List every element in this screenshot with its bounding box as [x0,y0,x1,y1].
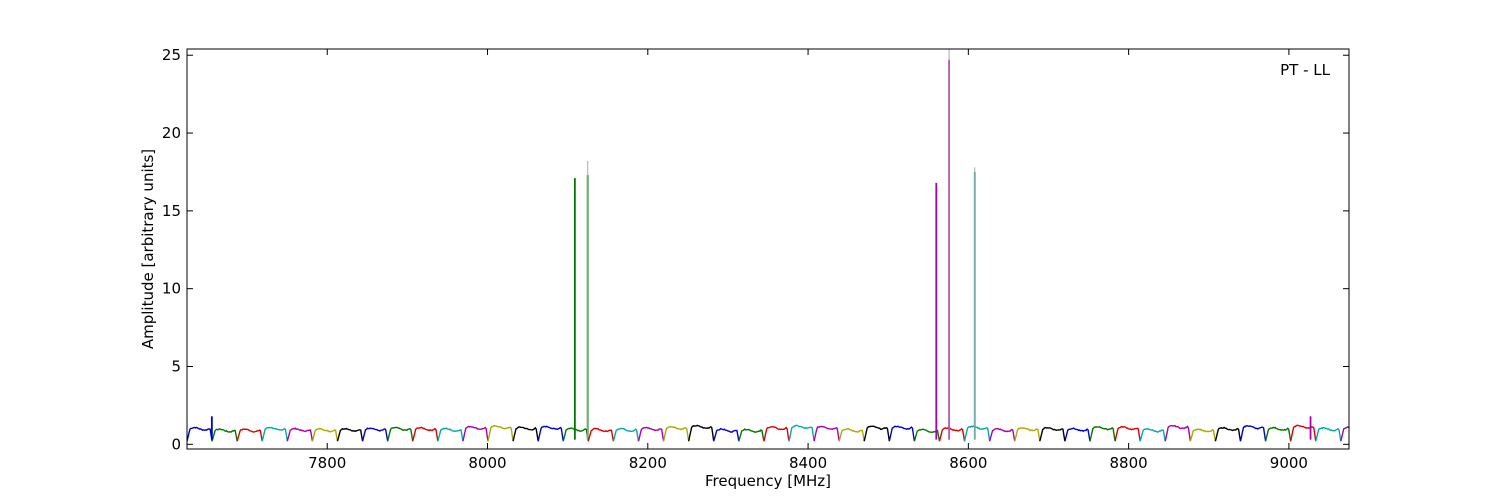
x-tick-label: 7800 [308,454,346,472]
x-tick-label: 8000 [468,454,506,472]
series-line [487,424,514,442]
series-line [938,426,966,442]
series-line [437,427,464,442]
x-tick-label: 8800 [1110,454,1148,472]
y-tick-label: 20 [162,124,181,142]
series-line [311,427,339,442]
x-tick-label: 8600 [949,454,987,472]
x-axis: 7800 8000 8200 8400 8600 8800 9000 [308,49,1308,472]
y-tick-label: 10 [162,280,181,298]
y-tick-label: 15 [162,202,181,220]
plot-background [187,49,1349,449]
series-line [738,428,765,442]
series-line [1290,424,1317,442]
x-tick-label: 8200 [629,454,667,472]
spike-layer [210,49,1312,440]
series-line [1189,428,1217,442]
series-line [512,426,539,442]
series-line [1340,426,1349,442]
series-line [788,424,815,442]
series-line [537,425,564,442]
plot-frame [186,48,1350,450]
series-line [688,424,715,442]
series-line [713,427,740,442]
series-line [863,425,890,442]
y-tick-label: 25 [162,46,181,64]
series-line [562,427,589,442]
series-line [913,428,941,442]
series-line [1064,427,1091,442]
series-line [1114,425,1141,442]
series-line [187,426,213,442]
series-line [1264,426,1292,442]
series-line [587,427,615,442]
y-axis-label: Amplitude [arbitrary units] [139,149,157,349]
series-layer [187,424,1349,442]
series-line [286,427,314,442]
y-tick-label: 0 [171,435,181,453]
series-line [261,426,288,442]
series-line [1315,426,1342,442]
series-line [612,427,640,442]
series-line [1014,427,1041,442]
series-line [1164,424,1191,442]
series-line [211,427,238,442]
x-axis-label: Frequency [MHz] [705,472,831,490]
y-tick-label: 5 [171,358,181,376]
y-axis: 0 5 10 15 20 25 [162,46,1349,453]
chart-annotation: PT - LL [1280,61,1331,79]
series-line [387,426,414,442]
series-line [1139,428,1166,442]
series-line [662,425,690,442]
series-line [838,428,865,442]
series-line [813,425,840,442]
series-line [1239,424,1267,442]
x-tick-label: 8400 [789,454,827,472]
series-line [989,428,1016,442]
series-line [412,426,439,442]
series-line [888,425,916,442]
series-line [763,425,790,442]
series-line [361,427,389,442]
series-line [637,426,665,442]
series-line [963,425,991,442]
series-line [236,428,263,442]
series-line [336,427,364,442]
x-tick-label: 9000 [1270,454,1308,472]
series-line [1089,425,1116,442]
series-line [1039,426,1066,442]
series-line [1214,426,1242,442]
series-line [462,425,489,442]
